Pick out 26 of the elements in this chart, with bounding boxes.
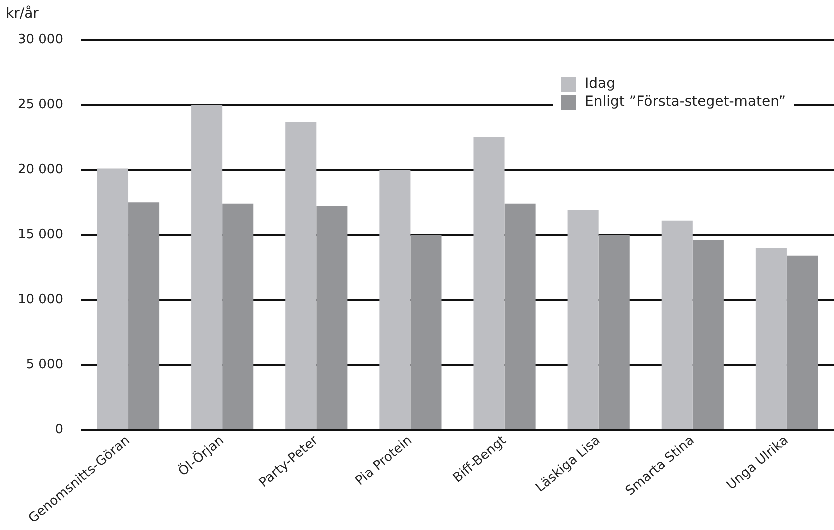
y-tick-label: 20 000 (18, 162, 64, 178)
bar (662, 220, 693, 430)
bar (474, 138, 505, 430)
legend-label: Idag (585, 76, 616, 92)
y-tick-label: 30 000 (18, 32, 64, 48)
bar (316, 206, 348, 430)
bar (128, 202, 160, 430)
y-tick-label: 25 000 (18, 97, 64, 112)
bar (380, 170, 411, 430)
bar (756, 248, 787, 430)
bar (786, 256, 818, 430)
y-axis-title: kr/år (6, 6, 39, 22)
y-tick-label: 15 000 (18, 228, 64, 242)
y-tick-label: 10 000 (18, 292, 64, 308)
bar (222, 204, 254, 430)
bar (192, 105, 223, 430)
legend-label: Enligt ”Första-steget-maten” (585, 94, 786, 110)
y-tick-label: 5 000 (26, 358, 64, 373)
bar (598, 235, 630, 430)
bar (692, 240, 724, 430)
bar (97, 168, 129, 430)
bar (568, 210, 599, 430)
bar (504, 204, 536, 430)
y-tick-label: 0 (55, 422, 64, 438)
bar (410, 235, 442, 430)
bar (286, 122, 317, 430)
